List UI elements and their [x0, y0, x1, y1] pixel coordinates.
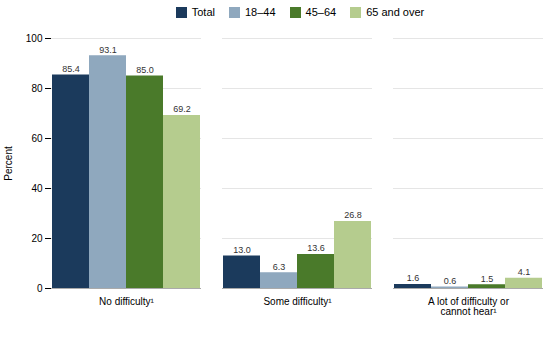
svg-text:60: 60 — [31, 133, 43, 144]
svg-text:80: 80 — [31, 83, 43, 94]
html-text:18–44: 18–44 — [245, 6, 276, 18]
svg-text:6.3: 6.3 — [273, 262, 286, 272]
svg-text:93.1: 93.1 — [99, 45, 117, 55]
svg-text:A lot of difficulty orcannot h: A lot of difficulty orcannot hear¹ — [428, 296, 510, 317]
svg-text:13.6: 13.6 — [307, 243, 325, 253]
svg-text:69.2: 69.2 — [173, 104, 191, 114]
svg-text:1.6: 1.6 — [407, 273, 420, 283]
svg-text:Some difficulty¹: Some difficulty¹ — [263, 296, 332, 307]
svg-text:0.6: 0.6 — [444, 276, 457, 286]
svg-text:40: 40 — [31, 183, 43, 194]
svg-text:1.5: 1.5 — [481, 274, 494, 284]
svg-text:0: 0 — [37, 283, 43, 294]
svg-text:85.0: 85.0 — [136, 65, 154, 75]
svg-text:Percent: Percent — [3, 146, 14, 181]
html-text:Total: Total — [191, 6, 215, 18]
html-text:65 and over: 65 and over — [366, 6, 425, 18]
svg-text:100: 100 — [26, 33, 43, 44]
svg-text:20: 20 — [31, 233, 43, 244]
svg-text:85.4: 85.4 — [62, 64, 80, 74]
svg-text:4.1: 4.1 — [518, 267, 531, 277]
html-text:45–64: 45–64 — [305, 6, 337, 18]
svg-text:No difficulty¹: No difficulty¹ — [99, 296, 155, 307]
svg-text:26.8: 26.8 — [344, 210, 362, 220]
svg-text:13.0: 13.0 — [233, 245, 251, 255]
